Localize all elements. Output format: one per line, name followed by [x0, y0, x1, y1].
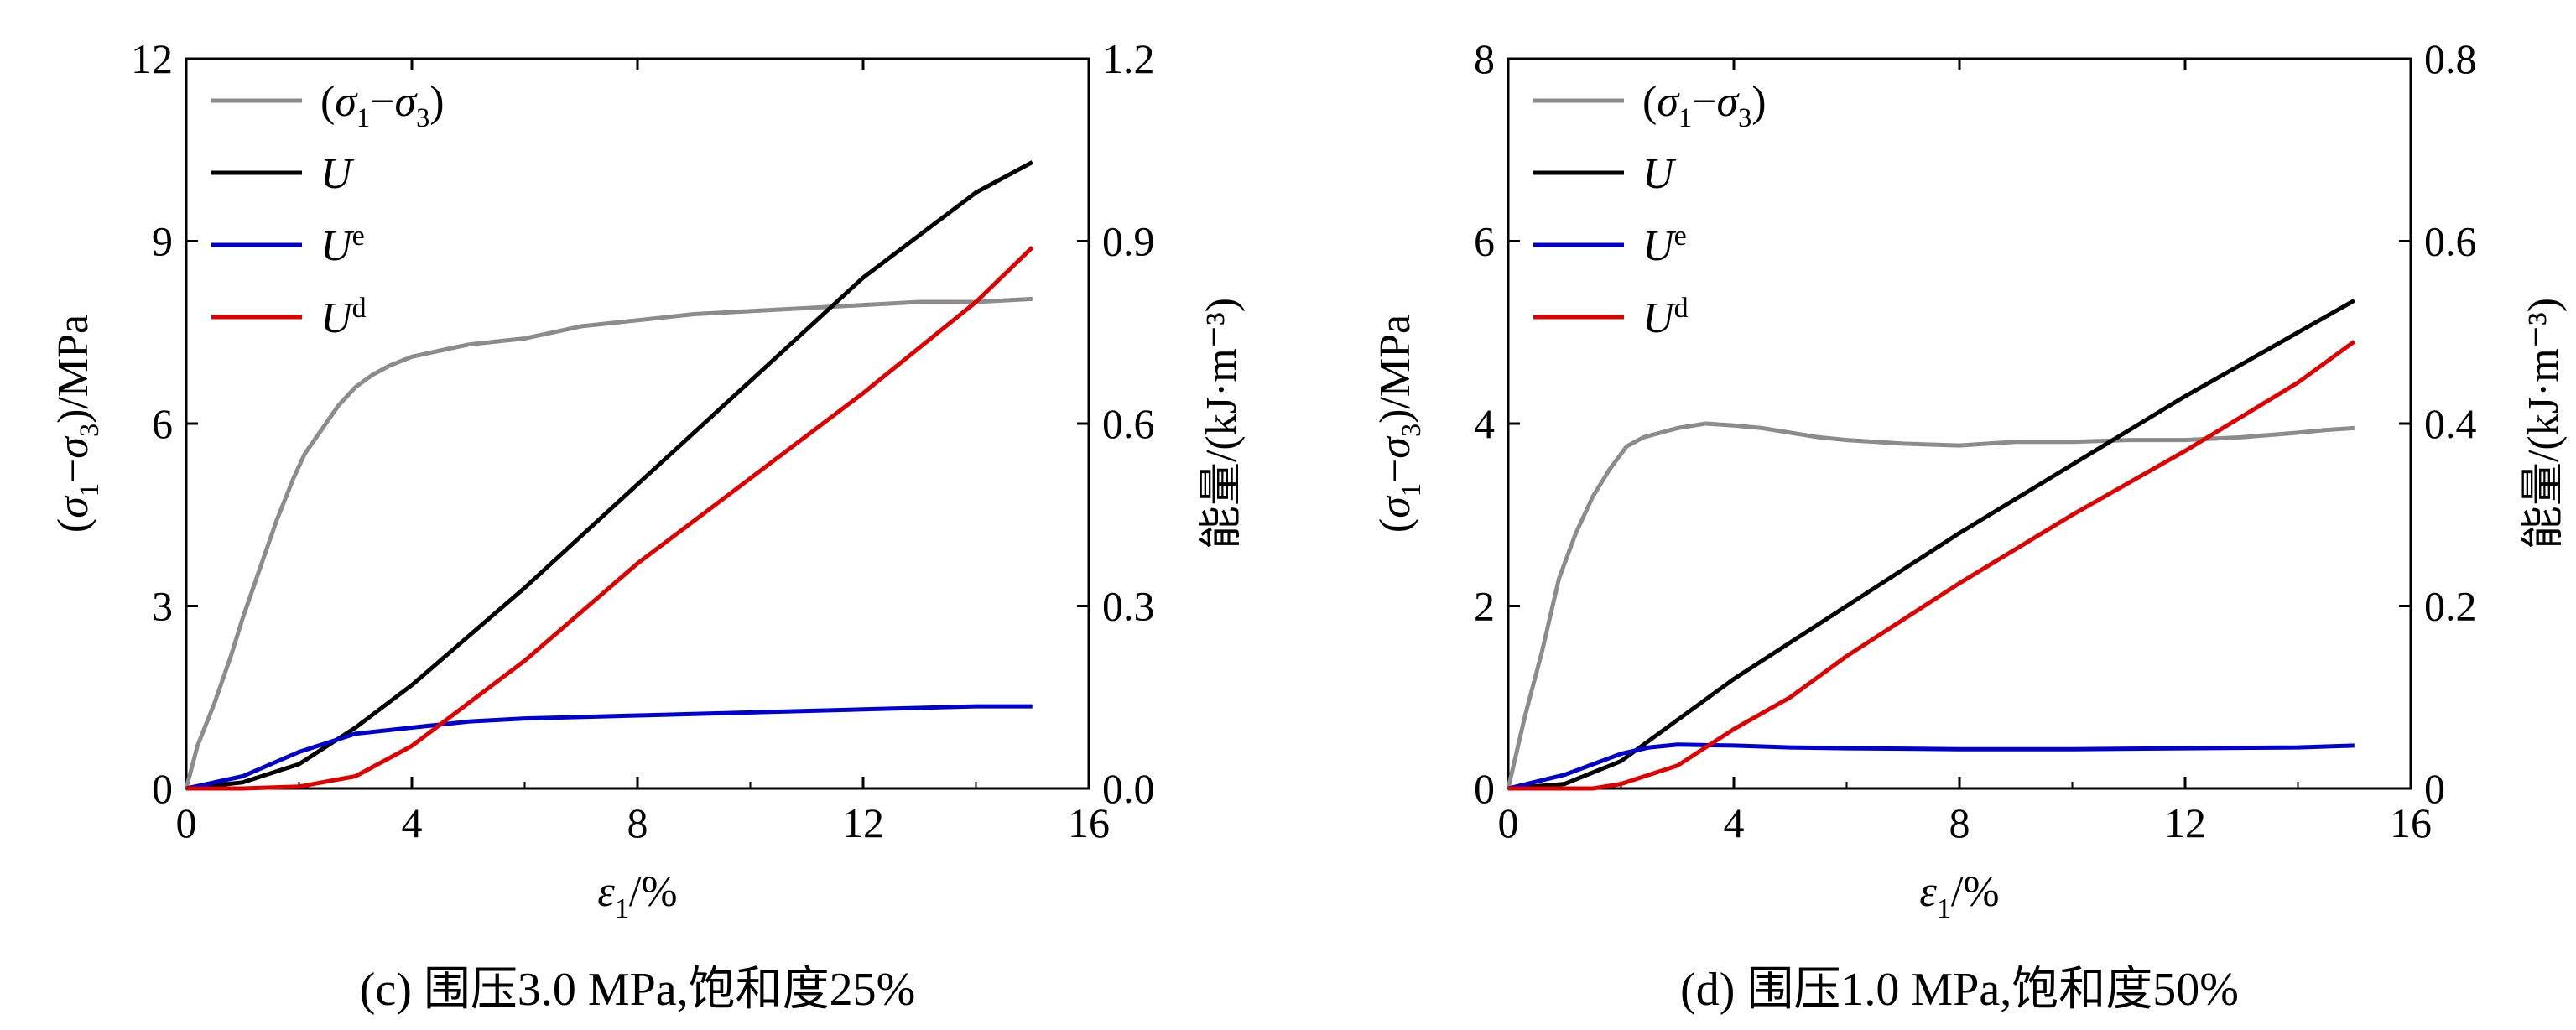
y-tick-label: 6	[152, 400, 173, 447]
x-axis-title: ε1/%	[597, 868, 677, 924]
x-tick-label: 8	[1949, 799, 1970, 846]
y2-axis-title: 能量/(kJ·m⁻³)	[1198, 298, 1246, 549]
y-tick-label: 3	[152, 583, 173, 630]
series-line-3	[1508, 340, 2356, 791]
panel-d: 04812160246800.20.40.60.8(σ1​−σ3​)UUeUdε…	[1371, 35, 2568, 1016]
y-tick-label: 9	[152, 218, 173, 265]
legend-label-3: Ud	[320, 293, 367, 342]
x-tick-label: 0	[1498, 799, 1519, 846]
x-tick-label: 16	[1068, 799, 1110, 846]
x-axis-title: ε1/%	[1919, 868, 1999, 924]
y2-tick-label: 0.6	[2424, 218, 2477, 265]
y-tick-label: 6	[1474, 218, 1495, 265]
panel-c: 0 4 8 12 16 0 3 6 9 12 0.0 0.3 0.6 0.9 1.2 (σ1​−σ3​) U Ue…	[49, 35, 1246, 1016]
y-tick-label: 2	[1474, 583, 1495, 630]
x-tick-label: 4	[1724, 799, 1745, 846]
series-line-3	[186, 246, 1034, 791]
y2-tick-label: 0.4	[2424, 400, 2477, 447]
y2-tick-label: 1.2	[1102, 35, 1155, 82]
legend-label-3: Ud	[1642, 293, 1689, 342]
x-tick-label: 16	[2390, 799, 2432, 846]
legend-label-2: Ue	[320, 221, 365, 270]
series-line-2	[185, 704, 1033, 791]
y2-tick-label: 0.6	[1102, 400, 1155, 447]
series-line-1	[185, 160, 1033, 791]
y-axis-title: (σ1​−σ3​)/MPa	[49, 315, 104, 533]
y2-tick-label: 0	[2424, 765, 2445, 812]
series-line-2	[1507, 742, 2355, 791]
y-tick-label: 12	[131, 35, 173, 82]
y2-axis-title: 能量/(kJ·m⁻³)	[2520, 298, 2568, 549]
y-tick-label: 8	[1474, 35, 1495, 82]
x-tick-label: 12	[842, 799, 884, 846]
legend-label-1: U	[320, 150, 355, 198]
x-tick-label: 0	[176, 799, 197, 846]
x-tick-label: 12	[2164, 799, 2206, 846]
series-line-0	[1506, 421, 2355, 789]
y2-tick-label: 0.2	[2424, 583, 2477, 630]
legend-label-1: U	[1642, 150, 1677, 198]
y-tick-label: 0	[152, 765, 173, 812]
x-tick-label: 8	[627, 799, 648, 846]
y2-tick-label: 0.8	[2424, 35, 2477, 82]
y2-tick-label: 0.3	[1102, 583, 1155, 630]
y2-tick-label: 0.9	[1102, 218, 1155, 265]
legend-label-0: (σ1​−σ3​)	[1642, 78, 1767, 133]
x-tick-label: 4	[402, 799, 423, 846]
y2-tick-label: 0.0	[1102, 765, 1155, 812]
series-line-0	[184, 296, 1033, 789]
legend-label-0: (σ1​−σ3​)	[320, 78, 445, 133]
panel-caption: (d) 围压1.0 MPa,饱和度50%	[1680, 964, 2239, 1016]
y-axis-title: (σ1​−σ3​)/MPa	[1371, 315, 1426, 533]
panel-caption: (c) 围压3.0 MPa,饱和度25%	[360, 964, 916, 1016]
series-line-1	[1507, 299, 2356, 791]
y-tick-label: 4	[1474, 400, 1495, 447]
legend-label-2: Ue	[1642, 221, 1687, 270]
y-tick-label: 0	[1474, 765, 1495, 812]
